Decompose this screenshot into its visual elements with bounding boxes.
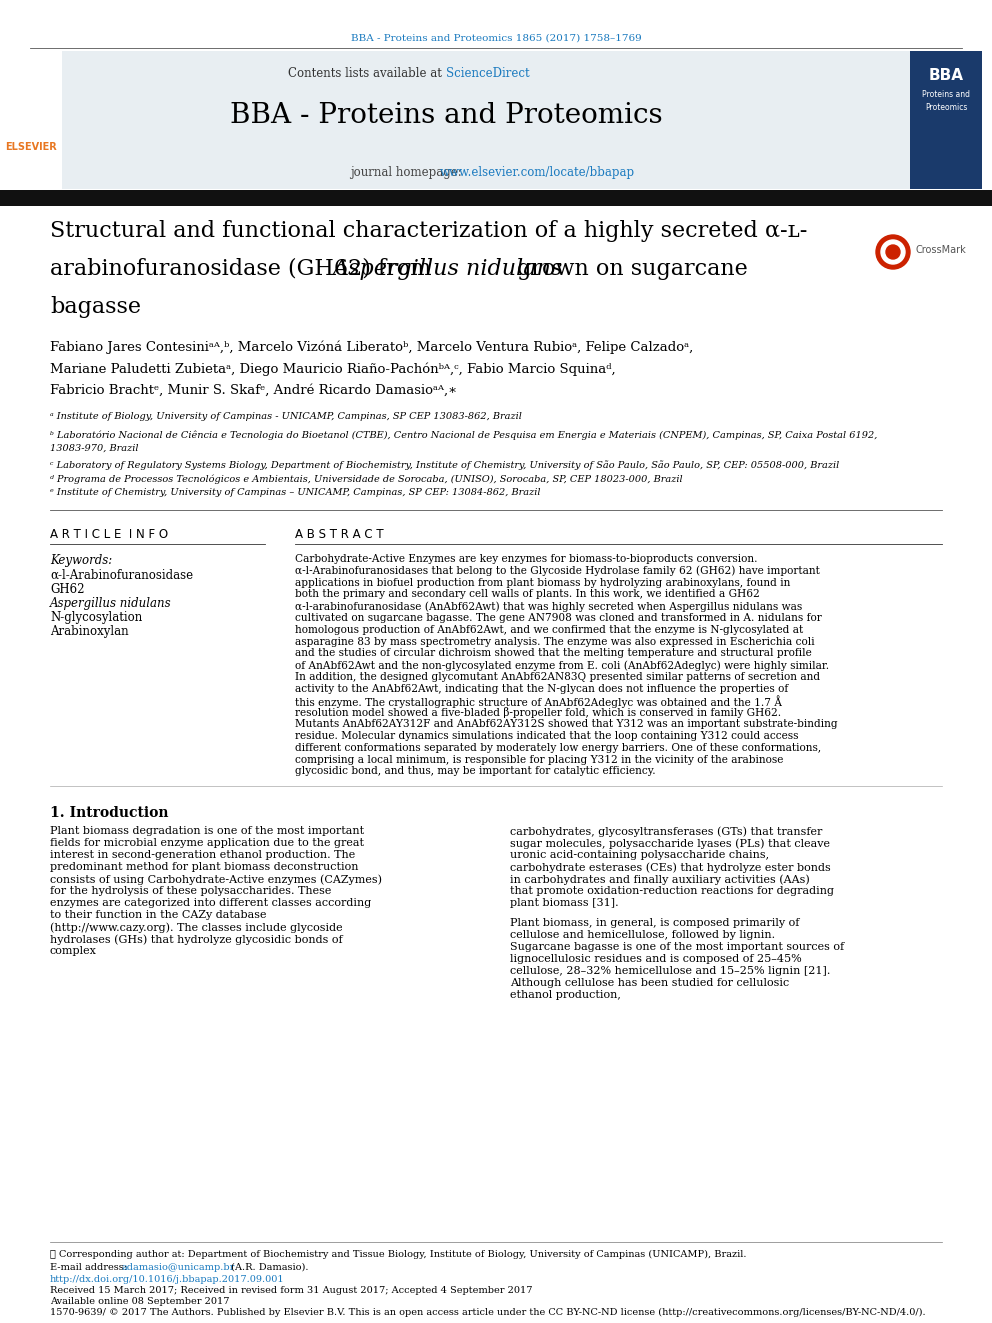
Text: A R T I C L E  I N F O: A R T I C L E I N F O xyxy=(50,528,168,541)
Text: ★ Corresponding author at: Department of Biochemistry and Tissue Biology, Instit: ★ Corresponding author at: Department of… xyxy=(50,1250,747,1259)
Text: fields for microbial enzyme application due to the great: fields for microbial enzyme application … xyxy=(50,839,364,848)
Text: predominant method for plant biomass deconstruction: predominant method for plant biomass dec… xyxy=(50,863,358,872)
Text: Mutants AnAbf62AY312F and AnAbf62AY312S showed that Y312 was an important substr: Mutants AnAbf62AY312F and AnAbf62AY312S … xyxy=(295,720,837,729)
Text: ELSEVIER: ELSEVIER xyxy=(5,142,57,152)
Text: and the studies of circular dichroism showed that the melting temperature and st: and the studies of circular dichroism sh… xyxy=(295,648,811,659)
Text: for the hydrolysis of these polysaccharides. These: for the hydrolysis of these polysacchari… xyxy=(50,886,331,896)
Text: of AnAbf62Awt and the non-glycosylated enzyme from E. coli (AnAbf62Adeglyc) were: of AnAbf62Awt and the non-glycosylated e… xyxy=(295,660,829,671)
Text: Mariane Paludetti Zubietaᵃ, Diego Mauricio Riaño-Pachónᵇᴬ,ᶜ, Fabio Marcio Squina: Mariane Paludetti Zubietaᵃ, Diego Mauric… xyxy=(50,363,616,376)
Text: ᵉ Institute of Chemistry, University of Campinas – UNICAMP, Campinas, SP CEP: 13: ᵉ Institute of Chemistry, University of … xyxy=(50,488,541,497)
Text: ScienceDirect: ScienceDirect xyxy=(446,67,530,79)
Text: asparagine 83 by mass spectrometry analysis. The enzyme was also expressed in Es: asparagine 83 by mass spectrometry analy… xyxy=(295,636,814,647)
Text: CrossMark: CrossMark xyxy=(915,245,966,255)
Text: homologous production of AnAbf62Awt, and we confirmed that the enzyme is N-glyco: homologous production of AnAbf62Awt, and… xyxy=(295,624,804,635)
Text: cultivated on sugarcane bagasse. The gene AN7908 was cloned and transformed in A: cultivated on sugarcane bagasse. The gen… xyxy=(295,613,821,623)
Text: α-l-arabinofuranosidase (AnAbf62Awt) that was highly secreted when Aspergillus n: α-l-arabinofuranosidase (AnAbf62Awt) tha… xyxy=(295,601,803,611)
Text: www.elsevier.com/locate/bbapap: www.elsevier.com/locate/bbapap xyxy=(440,165,635,179)
Text: E-mail address:: E-mail address: xyxy=(50,1263,130,1271)
Text: (A.R. Damasio).: (A.R. Damasio). xyxy=(228,1263,309,1271)
Text: Plant biomass degradation is one of the most important: Plant biomass degradation is one of the … xyxy=(50,826,364,836)
Text: glycosidic bond, and thus, may be important for catalytic efficiency.: glycosidic bond, and thus, may be import… xyxy=(295,766,656,777)
Text: 1570-9639/ © 2017 The Authors. Published by Elsevier B.V. This is an open access: 1570-9639/ © 2017 The Authors. Published… xyxy=(50,1308,926,1318)
Text: Plant biomass, in general, is composed primarily of: Plant biomass, in general, is composed p… xyxy=(510,918,800,929)
Text: interest in second-generation ethanol production. The: interest in second-generation ethanol pr… xyxy=(50,851,355,860)
Text: resolution model showed a five-bladed β-propeller fold, which is conserved in fa: resolution model showed a five-bladed β-… xyxy=(295,708,781,718)
Text: N-glycosylation: N-glycosylation xyxy=(50,611,142,624)
Text: ᵇ Laboratório Nacional de Ciência e Tecnologia do Bioetanol (CTBE), Centro Nacio: ᵇ Laboratório Nacional de Ciência e Tecn… xyxy=(50,430,877,439)
Text: adamasio@unicamp.br: adamasio@unicamp.br xyxy=(121,1263,234,1271)
Text: Sugarcane bagasse is one of the most important sources of: Sugarcane bagasse is one of the most imp… xyxy=(510,942,844,953)
Text: arabinofuranosidase (GH62) from: arabinofuranosidase (GH62) from xyxy=(50,258,438,280)
Text: journal homepage:: journal homepage: xyxy=(350,165,465,179)
Text: 1. Introduction: 1. Introduction xyxy=(50,806,169,820)
Text: ᵃ Institute of Biology, University of Campinas - UNICAMP, Campinas, SP CEP 13083: ᵃ Institute of Biology, University of Ca… xyxy=(50,411,522,421)
Text: lignocellulosic residues and is composed of 25–45%: lignocellulosic residues and is composed… xyxy=(510,954,802,964)
Text: different conformations separated by moderately low energy barriers. One of thes: different conformations separated by mod… xyxy=(295,742,821,753)
Circle shape xyxy=(876,235,910,269)
FancyBboxPatch shape xyxy=(62,52,910,189)
Text: In addition, the designed glycomutant AnAbf62AN83Q presented similar patterns of: In addition, the designed glycomutant An… xyxy=(295,672,820,681)
Text: both the primary and secondary cell walls of plants. In this work, we identified: both the primary and secondary cell wall… xyxy=(295,590,760,599)
FancyBboxPatch shape xyxy=(910,52,982,189)
Text: Available online 08 September 2017: Available online 08 September 2017 xyxy=(50,1297,229,1306)
Text: ethanol production,: ethanol production, xyxy=(510,990,621,1000)
Circle shape xyxy=(886,245,900,259)
Text: Proteomics: Proteomics xyxy=(925,103,967,112)
Text: to their function in the CAZy database: to their function in the CAZy database xyxy=(50,910,267,921)
Text: Aspergillus nidulans: Aspergillus nidulans xyxy=(333,258,563,280)
Text: Proteins and: Proteins and xyxy=(922,90,970,99)
Text: Although cellulose has been studied for cellulosic: Although cellulose has been studied for … xyxy=(510,978,790,988)
FancyBboxPatch shape xyxy=(0,191,992,206)
Text: comprising a local minimum, is responsible for placing Y312 in the vicinity of t: comprising a local minimum, is responsib… xyxy=(295,754,784,765)
Text: ᶜ Laboratory of Regulatory Systems Biology, Department of Biochemistry, Institut: ᶜ Laboratory of Regulatory Systems Biolo… xyxy=(50,460,839,470)
Text: Arabinoxylan: Arabinoxylan xyxy=(50,624,129,638)
Text: carbohydrate esterases (CEs) that hydrolyze ester bonds: carbohydrate esterases (CEs) that hydrol… xyxy=(510,863,830,873)
Text: A B S T R A C T: A B S T R A C T xyxy=(295,528,384,541)
Text: activity to the AnAbf62Awt, indicating that the N-glycan does not influence the : activity to the AnAbf62Awt, indicating t… xyxy=(295,684,789,693)
Text: sugar molecules, polysaccharide lyases (PLs) that cleave: sugar molecules, polysaccharide lyases (… xyxy=(510,839,830,849)
Text: Fabricio Brachtᵉ, Munir S. Skafᵉ, André Ricardo Damasioᵃᴬ,∗: Fabricio Brachtᵉ, Munir S. Skafᵉ, André … xyxy=(50,384,457,397)
Text: grown on sugarcane: grown on sugarcane xyxy=(510,258,748,280)
Text: plant biomass [31].: plant biomass [31]. xyxy=(510,898,619,908)
Text: that promote oxidation-reduction reactions for degrading: that promote oxidation-reduction reactio… xyxy=(510,886,834,896)
Text: Received 15 March 2017; Received in revised form 31 August 2017; Accepted 4 Sept: Received 15 March 2017; Received in revi… xyxy=(50,1286,533,1295)
Text: http://dx.doi.org/10.1016/j.bbapap.2017.09.001: http://dx.doi.org/10.1016/j.bbapap.2017.… xyxy=(50,1275,285,1285)
Text: hydrolases (GHs) that hydrolyze glycosidic bonds of: hydrolases (GHs) that hydrolyze glycosid… xyxy=(50,934,342,945)
Text: bagasse: bagasse xyxy=(50,296,141,318)
Circle shape xyxy=(881,239,905,265)
Text: Contents lists available at: Contents lists available at xyxy=(289,67,446,79)
Text: in carbohydrates and finally auxiliary activities (AAs): in carbohydrates and finally auxiliary a… xyxy=(510,875,809,885)
Text: Aspergillus nidulans: Aspergillus nidulans xyxy=(50,597,172,610)
Text: carbohydrates, glycosyltransferases (GTs) that transfer: carbohydrates, glycosyltransferases (GTs… xyxy=(510,826,822,836)
Text: residue. Molecular dynamics simulations indicated that the loop containing Y312 : residue. Molecular dynamics simulations … xyxy=(295,732,799,741)
Text: ᵈ Programa de Processos Tecnológicos e Ambientais, Universidade de Sorocaba, (UN: ᵈ Programa de Processos Tecnológicos e A… xyxy=(50,474,682,483)
Text: Carbohydrate-Active Enzymes are key enzymes for biomass-to-bioproducts conversio: Carbohydrate-Active Enzymes are key enzy… xyxy=(295,554,758,564)
FancyBboxPatch shape xyxy=(0,52,62,189)
Text: 13083-970, Brazil: 13083-970, Brazil xyxy=(50,445,139,452)
Text: uronic acid-containing polysaccharide chains,: uronic acid-containing polysaccharide ch… xyxy=(510,851,769,860)
Text: Structural and functional characterization of a highly secreted α-ʟ-: Structural and functional characterizati… xyxy=(50,220,807,242)
Text: BBA - Proteins and Proteomics: BBA - Proteins and Proteomics xyxy=(230,102,663,130)
Text: Keywords:: Keywords: xyxy=(50,554,112,568)
Text: complex: complex xyxy=(50,946,97,957)
Text: this enzyme. The crystallographic structure of AnAbf62Adeglyc was obtained and t: this enzyme. The crystallographic struct… xyxy=(295,696,782,708)
Text: applications in biofuel production from plant biomass by hydrolyzing arabinoxyla: applications in biofuel production from … xyxy=(295,578,791,587)
Text: BBA: BBA xyxy=(929,67,963,83)
Text: (http://www.cazy.org). The classes include glycoside: (http://www.cazy.org). The classes inclu… xyxy=(50,922,342,933)
Text: α-l-Arabinofuranosidases that belong to the Glycoside Hydrolase family 62 (GH62): α-l-Arabinofuranosidases that belong to … xyxy=(295,566,819,577)
Text: consists of using Carbohydrate-Active enzymes (CAZymes): consists of using Carbohydrate-Active en… xyxy=(50,875,382,885)
Text: Fabiano Jares Contesiniᵃᴬ,ᵇ, Marcelo Vizóná Liberatoᵇ, Marcelo Ventura Rubioᵃ, F: Fabiano Jares Contesiniᵃᴬ,ᵇ, Marcelo Viz… xyxy=(50,340,693,353)
Text: BBA - Proteins and Proteomics 1865 (2017) 1758–1769: BBA - Proteins and Proteomics 1865 (2017… xyxy=(350,34,642,44)
Text: GH62: GH62 xyxy=(50,583,84,595)
Text: cellulose and hemicellulose, followed by lignin.: cellulose and hemicellulose, followed by… xyxy=(510,930,775,941)
Text: cellulose, 28–32% hemicellulose and 15–25% lignin [21].: cellulose, 28–32% hemicellulose and 15–2… xyxy=(510,966,830,976)
Text: enzymes are categorized into different classes according: enzymes are categorized into different c… xyxy=(50,898,371,908)
Text: α-l-Arabinofuranosidase: α-l-Arabinofuranosidase xyxy=(50,569,193,582)
